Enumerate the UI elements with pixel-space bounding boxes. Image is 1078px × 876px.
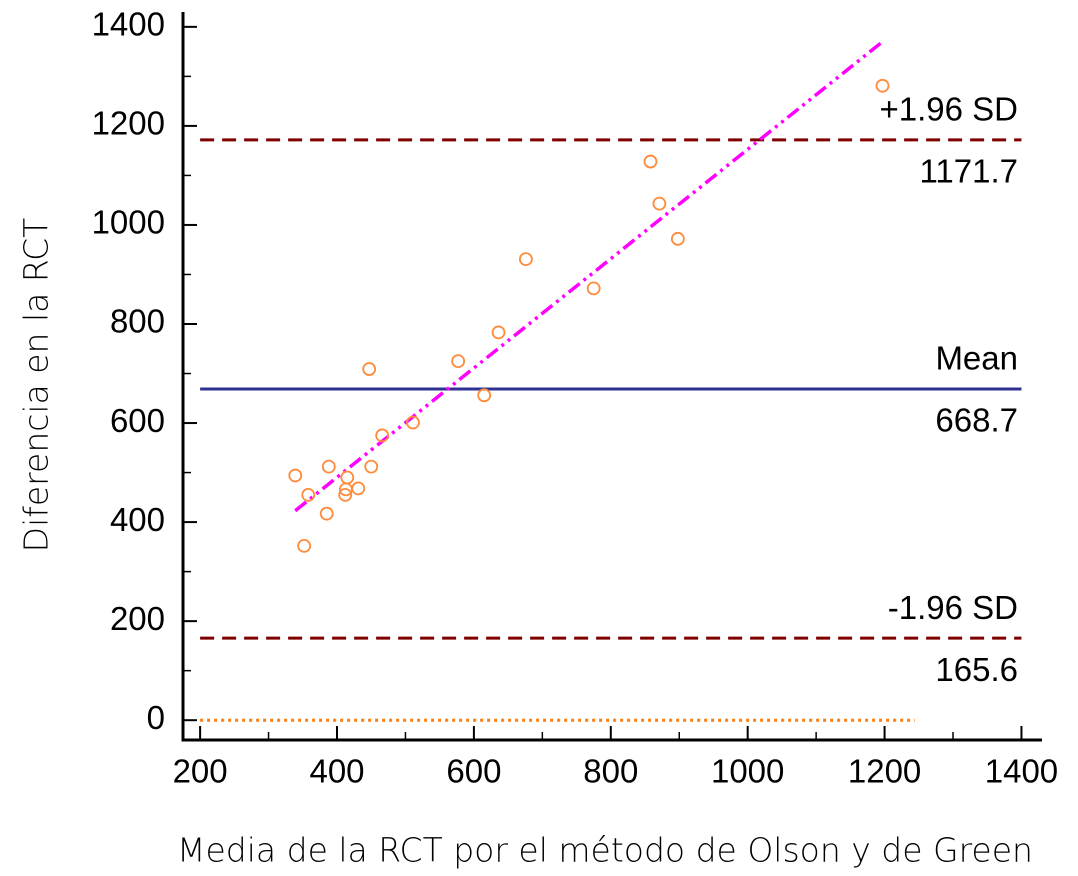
point (288, 468, 303, 483)
point (477, 388, 492, 403)
reference-label: Mean (935, 340, 1018, 377)
point (321, 459, 336, 474)
point (301, 487, 316, 502)
point (586, 281, 601, 296)
point (364, 459, 379, 474)
reference-value: 1171.7 (920, 153, 1018, 190)
y-axis-label: Diferencia en la RCT (17, 218, 56, 553)
y-tick-label: 400 (110, 501, 165, 538)
x-tick-label: 1000 (711, 753, 784, 790)
point (340, 470, 355, 485)
regression-line (294, 40, 884, 513)
x-tick-label: 800 (583, 753, 638, 790)
x-tick-label: 600 (446, 753, 501, 790)
x-tick-label: 400 (309, 753, 364, 790)
point (375, 428, 390, 443)
point (406, 415, 420, 430)
reference-label: -1.96 SD (888, 589, 1018, 626)
y-tick-label: 1200 (92, 105, 165, 142)
reference-label: +1.96 SD (879, 91, 1018, 128)
x-tick-label: 1400 (985, 753, 1058, 790)
x-tick-label: 200 (173, 753, 228, 790)
point (643, 154, 658, 169)
point (362, 362, 377, 376)
point (670, 231, 685, 246)
point (875, 78, 890, 93)
point (491, 325, 506, 340)
reference-value: 165.6 (935, 651, 1018, 688)
y-tick-label: 200 (110, 600, 165, 637)
point (319, 506, 334, 521)
y-tick-label: 1400 (92, 6, 165, 43)
point (297, 538, 312, 553)
y-tick-label: 0 (147, 699, 165, 736)
point (338, 487, 353, 502)
point (351, 481, 366, 496)
y-tick-label: 800 (110, 303, 165, 340)
y-tick-label: 600 (110, 402, 165, 439)
point (519, 252, 533, 267)
point (451, 354, 466, 369)
point (652, 196, 667, 211)
x-tick-label: 1200 (848, 753, 921, 790)
y-tick-label: 1000 (92, 204, 165, 241)
x-axis-label: Media de la RCT por el método de Olson y… (177, 831, 1033, 870)
reference-value: 668.7 (935, 402, 1018, 439)
